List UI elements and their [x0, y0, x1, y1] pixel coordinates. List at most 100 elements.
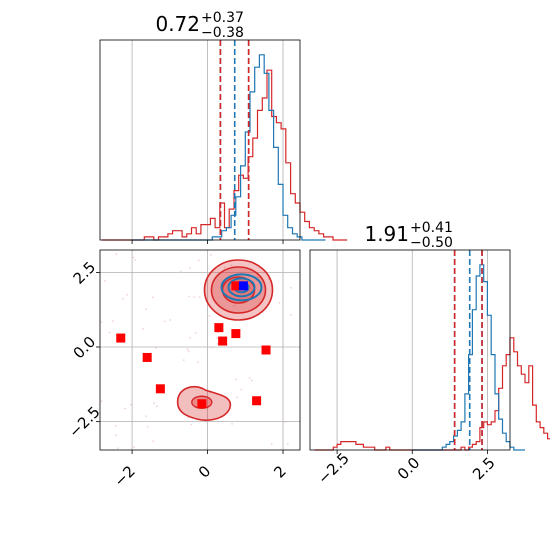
sample-point: [114, 424, 117, 427]
sample-point: [115, 434, 117, 437]
sample-point: [151, 296, 154, 299]
sample-point: [208, 315, 211, 317]
sample-point: [133, 446, 136, 448]
red-marker-8: [252, 396, 262, 406]
blue-marker-0: [238, 281, 248, 291]
sample-point: [156, 405, 158, 408]
sample-point: [257, 276, 259, 279]
hist2-frame: [309, 249, 511, 451]
sample-point: [190, 423, 193, 426]
sample-point: [163, 320, 166, 323]
sample-point: [216, 342, 219, 345]
sample-point: [152, 440, 155, 443]
panel-1-title-value: 0.72: [155, 12, 200, 36]
sample-point: [240, 388, 243, 391]
hist1-frame: [99, 39, 301, 241]
joint-frame: [99, 249, 301, 451]
sample-point: [188, 295, 191, 298]
histogram-panel-parameter-1: [99, 39, 348, 244]
sample-point: [198, 296, 201, 298]
hist2-hist-series-0: [314, 337, 550, 451]
panel-1-title-plus: +0.37: [201, 10, 244, 26]
sample-point: [115, 253, 118, 256]
sample-point: [189, 267, 192, 269]
red-marker-2: [155, 384, 165, 394]
sample-point: [124, 407, 126, 410]
sample-point: [267, 278, 270, 280]
joint-xtick-label-0: −2: [111, 462, 139, 490]
blue-contour-1: [227, 277, 256, 298]
sample-point: [111, 320, 114, 322]
sample-point: [186, 348, 189, 351]
sample-point: [179, 270, 182, 273]
joint-xtick-label-1: 0: [195, 462, 214, 481]
joint-ytick-label-1: 0.0: [70, 333, 100, 363]
hist2-xtick-label-0: −2.5: [314, 449, 352, 487]
sample-point: [286, 443, 289, 445]
red-marker-3: [197, 399, 207, 409]
red-marker-0: [116, 333, 126, 343]
sample-point: [248, 377, 251, 379]
hist2-hist-series-1: [412, 264, 525, 451]
blue-contour-0: [220, 273, 263, 302]
sample-point: [129, 403, 132, 406]
panel-2-title-plus: +0.41: [410, 220, 453, 236]
sample-point: [290, 314, 292, 316]
sample-point: [250, 379, 253, 382]
joint-scatter-panel: −2 0 2 −2.5 0.0 2.5: [65, 249, 301, 490]
sample-point: [210, 253, 212, 256]
sample-point: [186, 416, 189, 419]
sample-point: [194, 332, 197, 334]
sample-point: [126, 293, 129, 296]
sample-point: [270, 442, 273, 445]
panel-2-title-minus: −0.50: [410, 235, 453, 251]
sample-point: [142, 327, 144, 330]
sample-point: [216, 337, 219, 340]
sample-point: [290, 286, 292, 289]
hist1-hist-series-0: [101, 69, 348, 241]
joint-xtick-label-2: 2: [270, 462, 289, 481]
sample-point: [117, 447, 119, 449]
joint-ytick-label-0: −2.5: [65, 403, 103, 441]
red-marker-4: [214, 323, 224, 333]
sample-point: [193, 296, 196, 299]
sample-point: [197, 361, 200, 364]
sample-point: [230, 264, 233, 267]
sample-point: [278, 302, 281, 304]
sample-point: [211, 346, 214, 349]
red-marker-9: [261, 345, 271, 355]
sample-point: [132, 256, 135, 259]
sample-point: [187, 350, 190, 353]
joint-ytick-label-2: 2.5: [70, 258, 100, 288]
red-marker-1: [142, 352, 152, 362]
hist2-background: [310, 250, 510, 450]
sample-point: [235, 378, 238, 381]
panel-2-title-value: 1.91: [364, 222, 409, 246]
red-marker-5: [218, 336, 228, 346]
sample-point: [145, 308, 148, 311]
sample-point: [145, 415, 147, 417]
red-marker-7: [231, 281, 241, 291]
sample-point: [223, 266, 226, 269]
sample-point: [231, 423, 234, 425]
sample-point: [233, 305, 236, 308]
sample-point: [146, 425, 149, 428]
hist2-xtick-label-2: 2.5: [469, 454, 499, 484]
red-marker-6: [231, 329, 241, 339]
sample-point: [189, 337, 192, 339]
sample-point: [104, 280, 106, 282]
sample-point: [236, 396, 239, 399]
sample-point: [197, 259, 200, 262]
sample-point: [100, 321, 103, 323]
sample-point: [100, 400, 103, 403]
sample-point: [155, 346, 157, 349]
sample-point: [169, 319, 172, 321]
sample-point: [206, 415, 209, 417]
histogram-panel-parameter-2: −2.5 0.0 2.5: [309, 249, 550, 488]
sample-point: [122, 297, 124, 300]
hist2-xtick-label-1: 0.0: [394, 454, 424, 484]
panel-1-title-minus: −0.38: [201, 25, 244, 41]
sample-point: [284, 421, 287, 423]
sample-point: [108, 331, 111, 334]
